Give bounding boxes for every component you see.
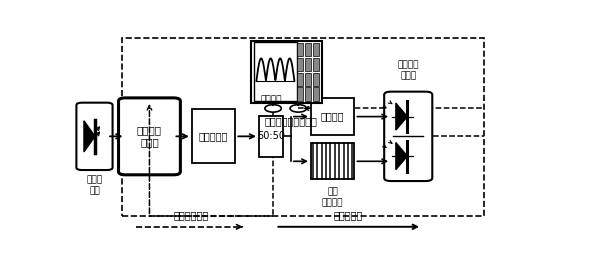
Text: 平衡光电
探测器: 平衡光电 探测器 (398, 61, 419, 80)
FancyBboxPatch shape (119, 98, 180, 175)
Text: 50:50: 50:50 (257, 131, 285, 141)
Text: 光信号通路: 光信号通路 (334, 210, 363, 220)
FancyBboxPatch shape (311, 143, 355, 180)
FancyBboxPatch shape (305, 43, 311, 56)
Text: 光分束器: 光分束器 (260, 95, 281, 104)
FancyBboxPatch shape (384, 92, 432, 181)
Text: 相移
光纤光栅: 相移 光纤光栅 (322, 187, 343, 207)
FancyBboxPatch shape (311, 98, 355, 135)
FancyBboxPatch shape (192, 109, 235, 163)
FancyBboxPatch shape (297, 43, 303, 56)
FancyBboxPatch shape (313, 73, 319, 86)
FancyBboxPatch shape (254, 42, 297, 101)
FancyBboxPatch shape (251, 41, 322, 103)
FancyBboxPatch shape (76, 103, 112, 170)
FancyBboxPatch shape (259, 116, 282, 157)
FancyBboxPatch shape (297, 73, 303, 86)
FancyBboxPatch shape (297, 87, 303, 101)
FancyBboxPatch shape (313, 43, 319, 56)
Text: 光单边带
调制器: 光单边带 调制器 (137, 126, 162, 147)
Text: 光延时线: 光延时线 (321, 112, 345, 122)
Polygon shape (84, 121, 95, 152)
Polygon shape (396, 143, 407, 170)
Text: 待测光器件: 待测光器件 (199, 131, 228, 141)
Text: 窄线宽
光源: 窄线宽 光源 (86, 176, 103, 195)
Text: 微波矢量网络分析仪: 微波矢量网络分析仪 (265, 116, 318, 126)
FancyBboxPatch shape (305, 73, 311, 86)
FancyBboxPatch shape (313, 87, 319, 101)
FancyBboxPatch shape (313, 58, 319, 71)
FancyBboxPatch shape (297, 58, 303, 71)
Text: 微波信号通路: 微波信号通路 (173, 210, 208, 220)
FancyBboxPatch shape (305, 87, 311, 101)
FancyBboxPatch shape (305, 58, 311, 71)
Polygon shape (396, 103, 407, 130)
